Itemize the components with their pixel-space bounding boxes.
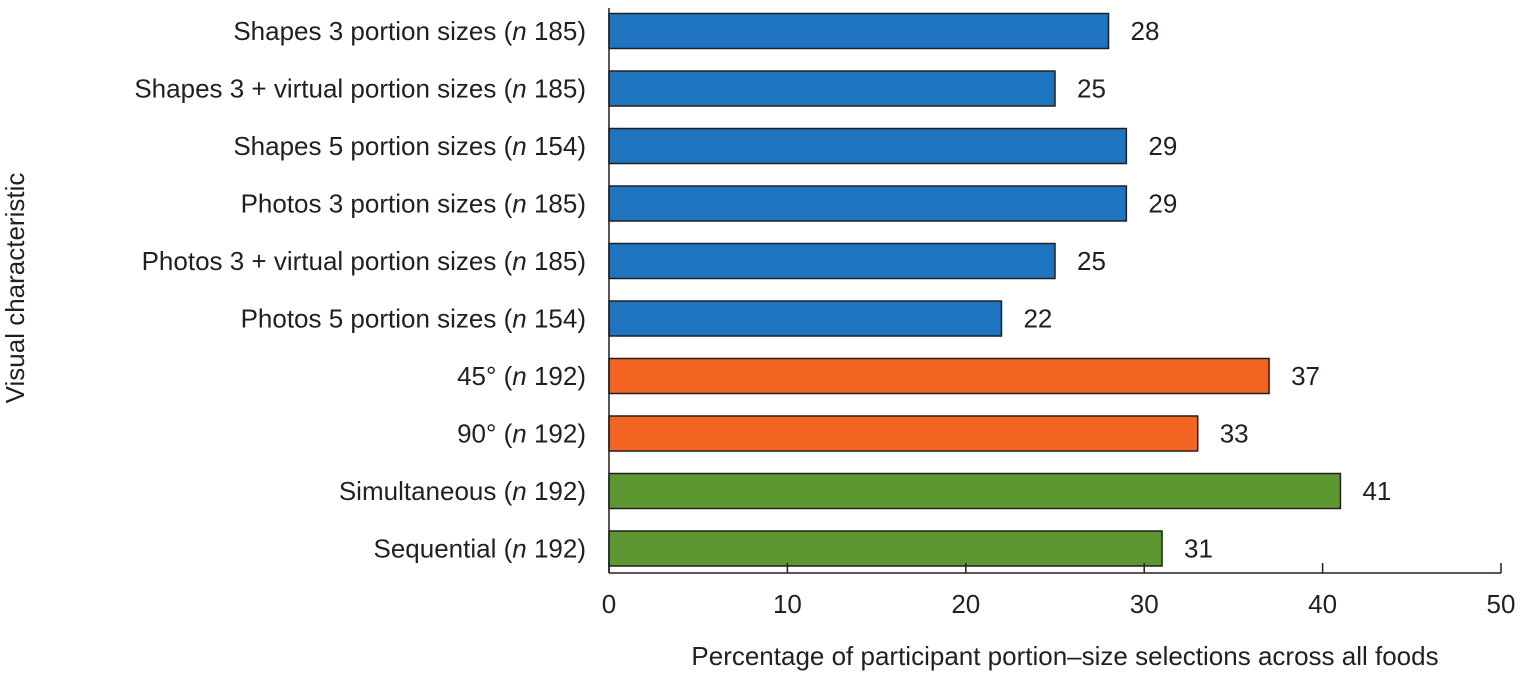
category-label-text: Simultaneous ( xyxy=(339,476,513,506)
x-tick-label-50: 50 xyxy=(1487,589,1516,619)
category-label-count: 192) xyxy=(527,476,586,506)
x-tick-label-10: 10 xyxy=(773,589,802,619)
category-label-3: Shapes 5 portion sizes (n 154) xyxy=(233,131,586,161)
category-label-n: n xyxy=(512,361,526,391)
category-label-text: Photos 3 + virtual portion sizes ( xyxy=(142,246,513,276)
category-label-count: 192) xyxy=(527,419,586,449)
category-label-count: 192) xyxy=(527,534,586,564)
category-label-count: 185) xyxy=(527,16,586,46)
value-label-6: 22 xyxy=(1023,304,1052,334)
category-label-text: Sequential ( xyxy=(374,534,513,564)
category-label-10: Sequential (n 192) xyxy=(374,534,587,564)
category-label-9: Simultaneous (n 192) xyxy=(339,476,586,506)
bar-9 xyxy=(608,472,1342,510)
category-label-count: 185) xyxy=(527,74,586,104)
bar-1 xyxy=(608,12,1110,50)
category-label-6: Photos 5 portion sizes (n 154) xyxy=(241,304,586,334)
category-label-7: 45° (n 192) xyxy=(457,361,586,391)
category-label-n: n xyxy=(512,131,526,161)
category-label-text: Shapes 3 + virtual portion sizes ( xyxy=(134,74,512,104)
value-label-8: 33 xyxy=(1220,419,1249,449)
category-label-text: Shapes 5 portion sizes ( xyxy=(233,131,512,161)
category-label-n: n xyxy=(512,246,526,276)
category-label-8: 90° (n 192) xyxy=(457,419,586,449)
category-label-2: Shapes 3 + virtual portion sizes (n 185) xyxy=(134,74,586,104)
value-label-2: 25 xyxy=(1077,74,1106,104)
value-label-3: 29 xyxy=(1148,131,1177,161)
category-label-n: n xyxy=(512,534,526,564)
category-label-text: 90° ( xyxy=(457,419,513,449)
bar-3 xyxy=(608,127,1128,165)
category-label-4: Photos 3 portion sizes (n 185) xyxy=(241,189,586,219)
bar-8 xyxy=(608,415,1199,452)
value-label-4: 29 xyxy=(1148,189,1177,219)
category-label-count: 154) xyxy=(527,131,586,161)
category-label-text: Shapes 3 portion sizes ( xyxy=(233,16,512,46)
x-tick-label-0: 0 xyxy=(602,589,616,619)
bar-2 xyxy=(608,70,1056,107)
x-axis-title: Percentage of participant portion–size s… xyxy=(691,641,1438,671)
category-label-n: n xyxy=(512,476,526,506)
axes: 0 10 20 30 40 50 xyxy=(602,8,1516,619)
category-label-count: 192) xyxy=(527,361,586,391)
bar-5 xyxy=(608,242,1056,280)
category-label-text: Photos 3 portion sizes ( xyxy=(241,189,513,219)
category-label-count: 154) xyxy=(527,304,586,334)
category-label-n: n xyxy=(512,304,526,334)
x-tick-label-20: 20 xyxy=(951,589,980,619)
category-label-count: 185) xyxy=(527,246,586,276)
value-label-7: 37 xyxy=(1291,361,1320,391)
category-label-n: n xyxy=(512,74,526,104)
value-label-10: 31 xyxy=(1184,534,1213,564)
category-label-n: n xyxy=(512,16,526,46)
bar-4 xyxy=(608,185,1128,222)
y-axis-title: Visual characteristic xyxy=(0,173,30,404)
x-tick-label-40: 40 xyxy=(1308,589,1337,619)
bars xyxy=(608,12,1342,567)
category-label-count: 185) xyxy=(527,189,586,219)
category-labels: Shapes 3 portion sizes (n 185)Shapes 3 +… xyxy=(134,16,586,564)
category-label-n: n xyxy=(512,419,526,449)
category-label-5: Photos 3 + virtual portion sizes (n 185) xyxy=(142,246,586,276)
value-labels: 28 25 29 29 25 22 37 33 41 31 xyxy=(1023,16,1391,564)
x-tick-label-30: 30 xyxy=(1130,589,1159,619)
category-label-1: Shapes 3 portion sizes (n 185) xyxy=(233,16,586,46)
value-label-9: 41 xyxy=(1362,476,1391,506)
category-label-text: 45° ( xyxy=(457,361,513,391)
bar-7 xyxy=(608,357,1270,395)
category-label-n: n xyxy=(512,189,526,219)
value-label-5: 25 xyxy=(1077,246,1106,276)
bar-6 xyxy=(608,300,1003,337)
value-label-1: 28 xyxy=(1131,16,1160,46)
bar-10 xyxy=(608,530,1163,567)
category-label-text: Photos 5 portion sizes ( xyxy=(241,304,513,334)
